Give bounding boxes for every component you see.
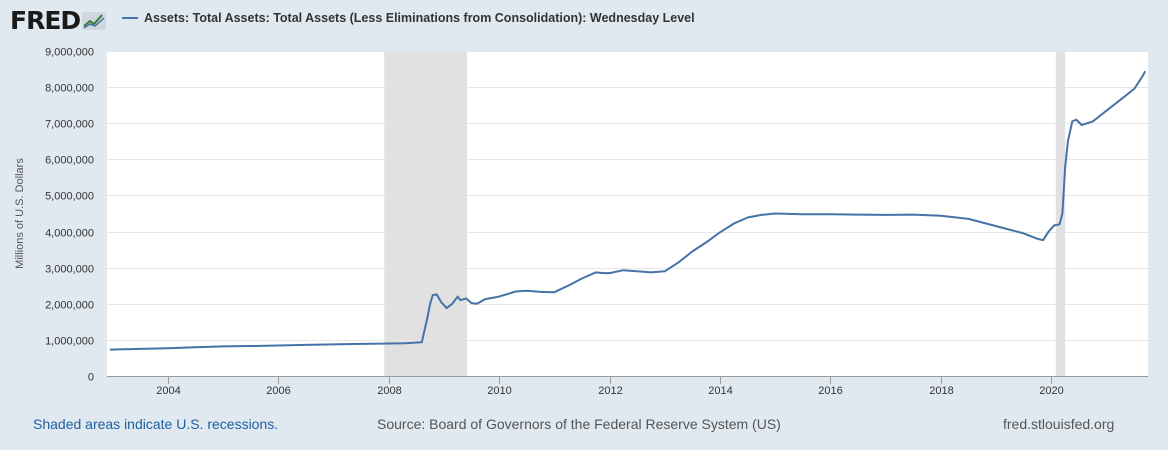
site-link[interactable]: fred.stlouisfed.org (1003, 416, 1115, 432)
y-tick-label: 1,000,000 (45, 336, 94, 348)
source-text: Source: Board of Governors of the Federa… (377, 416, 781, 432)
y-tick-label: 3,000,000 (45, 264, 94, 276)
x-tick-label: 2008 (377, 385, 401, 397)
legend-label: Assets: Total Assets: Total Assets (Less… (144, 11, 695, 25)
y-tick-label: 7,000,000 (45, 119, 94, 131)
y-tick-label: 9,000,000 (45, 47, 94, 59)
x-tick-label: 2012 (598, 385, 622, 397)
y-tick-label: 5,000,000 (45, 191, 94, 203)
x-tick-label: 2014 (708, 385, 732, 397)
x-tick-label: 2016 (818, 385, 842, 397)
y-tick-label: 8,000,000 (45, 83, 94, 95)
fred-logo-text: FRED (10, 6, 81, 35)
recession-band (1055, 51, 1066, 376)
y-tick-label: 0 (88, 372, 94, 384)
line-chart: 0 1,000,000 2,000,000 3,000,000 4,000,000 5,0… (14, 47, 1148, 397)
plot-area (107, 51, 1148, 376)
legend-line-swatch (122, 17, 138, 19)
series-line (109, 70, 1147, 351)
x-tick-label: 2006 (266, 385, 290, 397)
x-tick-label: 2018 (929, 385, 953, 397)
y-tick-label: 6,000,000 (45, 155, 94, 167)
line-graph-icon (82, 11, 107, 30)
x-tick-label: 2010 (487, 385, 511, 397)
chart-legend: Assets: Total Assets: Total Assets (Less… (122, 11, 695, 25)
x-tick-label: 2020 (1039, 385, 1063, 397)
x-tick-label: 2004 (156, 385, 180, 397)
recession-note-link[interactable]: Shaded areas indicate U.S. recessions. (33, 416, 279, 432)
y-axis-title: Millions of U.S. Dollars (14, 158, 26, 269)
y-tick-label: 4,000,000 (45, 228, 94, 240)
y-tick-label: 2,000,000 (45, 300, 94, 312)
fred-logo[interactable]: FRED (10, 6, 107, 35)
